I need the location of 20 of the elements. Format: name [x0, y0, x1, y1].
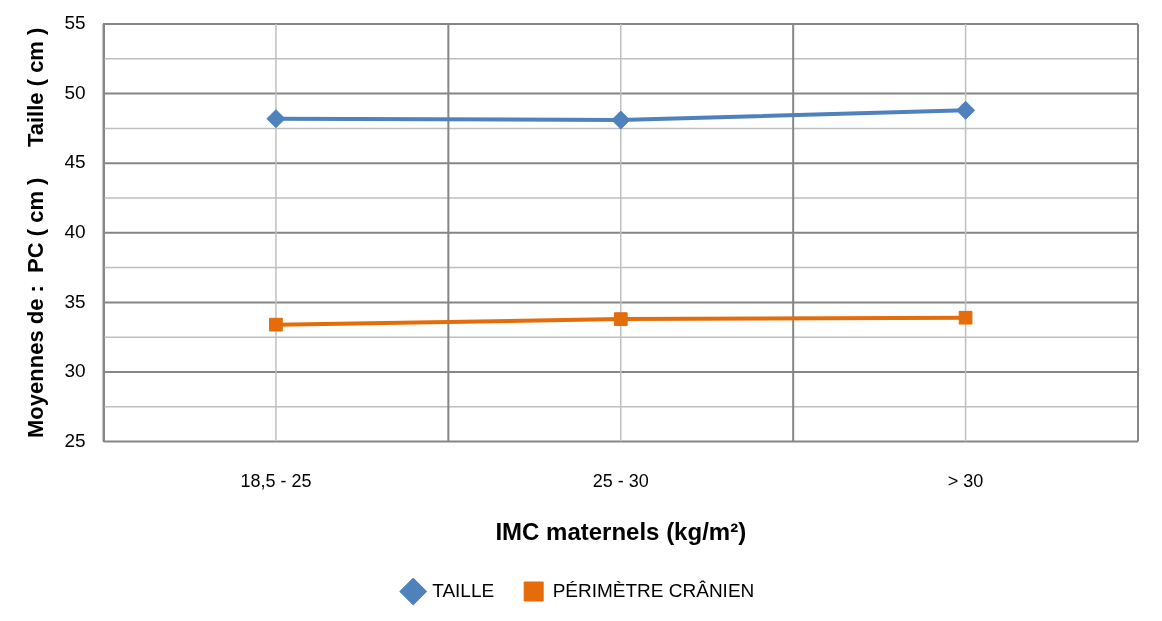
point	[266, 109, 286, 129]
x-axis-title: IMC maternels (kg/m²)	[495, 518, 747, 546]
legend-label: TAILLE	[432, 579, 495, 601]
point	[269, 317, 283, 332]
point	[613, 312, 628, 326]
x-tick-label: > 30	[947, 471, 984, 492]
y-tick-label: 50	[64, 81, 86, 103]
y-tick-label: 30	[64, 360, 86, 382]
y-tick-label: 40	[64, 221, 86, 243]
point	[956, 100, 976, 120]
y-tick-label: 25	[64, 429, 86, 451]
x-tick-label: 25 - 30	[592, 471, 649, 492]
y-tick-label: 55	[64, 12, 86, 34]
y-axis-title: Moyennes de : PC ( cm ) Taille ( cm )	[23, 27, 49, 438]
point	[958, 310, 973, 325]
point	[611, 110, 631, 130]
x-tick-label: 18,5 - 25	[240, 471, 312, 492]
y-tick-label: 45	[64, 151, 86, 173]
y-tick-label: 35	[64, 290, 86, 312]
legend-label: PÉRIMÈTRE CRÂNIEN	[552, 579, 755, 601]
